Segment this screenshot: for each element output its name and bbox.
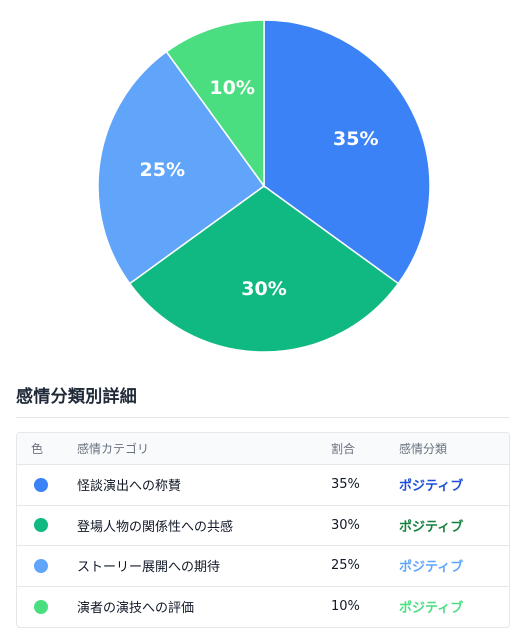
- pie-slice: [263, 19, 431, 285]
- slice-value-label: 30%: [241, 278, 286, 300]
- color-dot: [34, 518, 48, 533]
- section-title: 感情分類別詳細: [16, 387, 138, 407]
- pie-slice: [128, 185, 400, 353]
- classification-cell: ポジティブ: [399, 479, 464, 495]
- divider: [16, 417, 510, 418]
- category-cell: ストーリー展開への期待: [77, 560, 221, 576]
- header-ratio: 割合: [331, 442, 356, 456]
- table-row: ストーリー展開への期待 25% ポジティブ: [17, 546, 509, 587]
- table-row: 演者の演技への評価 10% ポジティブ: [17, 587, 509, 628]
- pie-chart-svg: 35% 30% 25% 10%: [97, 19, 431, 353]
- category-cell: 登場人物の関係性への共感: [77, 519, 234, 535]
- header-color: 色: [31, 442, 44, 456]
- color-dot: [34, 558, 48, 573]
- table-header-row: 色 感情カテゴリ 割合 感情分類: [17, 433, 509, 465]
- table-row: 登場人物の関係性への共感 30% ポジティブ: [17, 506, 509, 546]
- slice-value-label: 10%: [209, 77, 254, 99]
- classification-cell: ポジティブ: [399, 601, 464, 617]
- slice-value-label: 35%: [333, 128, 378, 150]
- detail-table: 色 感情カテゴリ 割合 感情分類 怪談演出への称賛 35% ポジティブ 登場人物…: [16, 432, 510, 628]
- ratio-cell: 30%: [331, 517, 360, 533]
- category-cell: 怪談演出への称賛: [77, 479, 182, 495]
- header-category: 感情カテゴリ: [77, 442, 150, 456]
- category-cell: 演者の演技への評価: [77, 601, 195, 617]
- ratio-cell: 35%: [331, 477, 360, 493]
- header-classification: 感情分類: [399, 442, 448, 456]
- classification-cell: ポジティブ: [399, 560, 464, 576]
- classification-cell: ポジティブ: [399, 519, 464, 535]
- pie-slice: [97, 50, 266, 285]
- pie-slice: [165, 19, 265, 189]
- color-dot: [34, 477, 48, 492]
- ratio-cell: 10%: [331, 599, 360, 615]
- slice-value-label: 25%: [140, 159, 185, 181]
- pie-chart: 35% 30% 25% 10%: [97, 19, 431, 353]
- ratio-cell: 25%: [331, 558, 360, 574]
- color-dot: [34, 599, 48, 614]
- table-row: 怪談演出への称賛 35% ポジティブ: [17, 465, 509, 506]
